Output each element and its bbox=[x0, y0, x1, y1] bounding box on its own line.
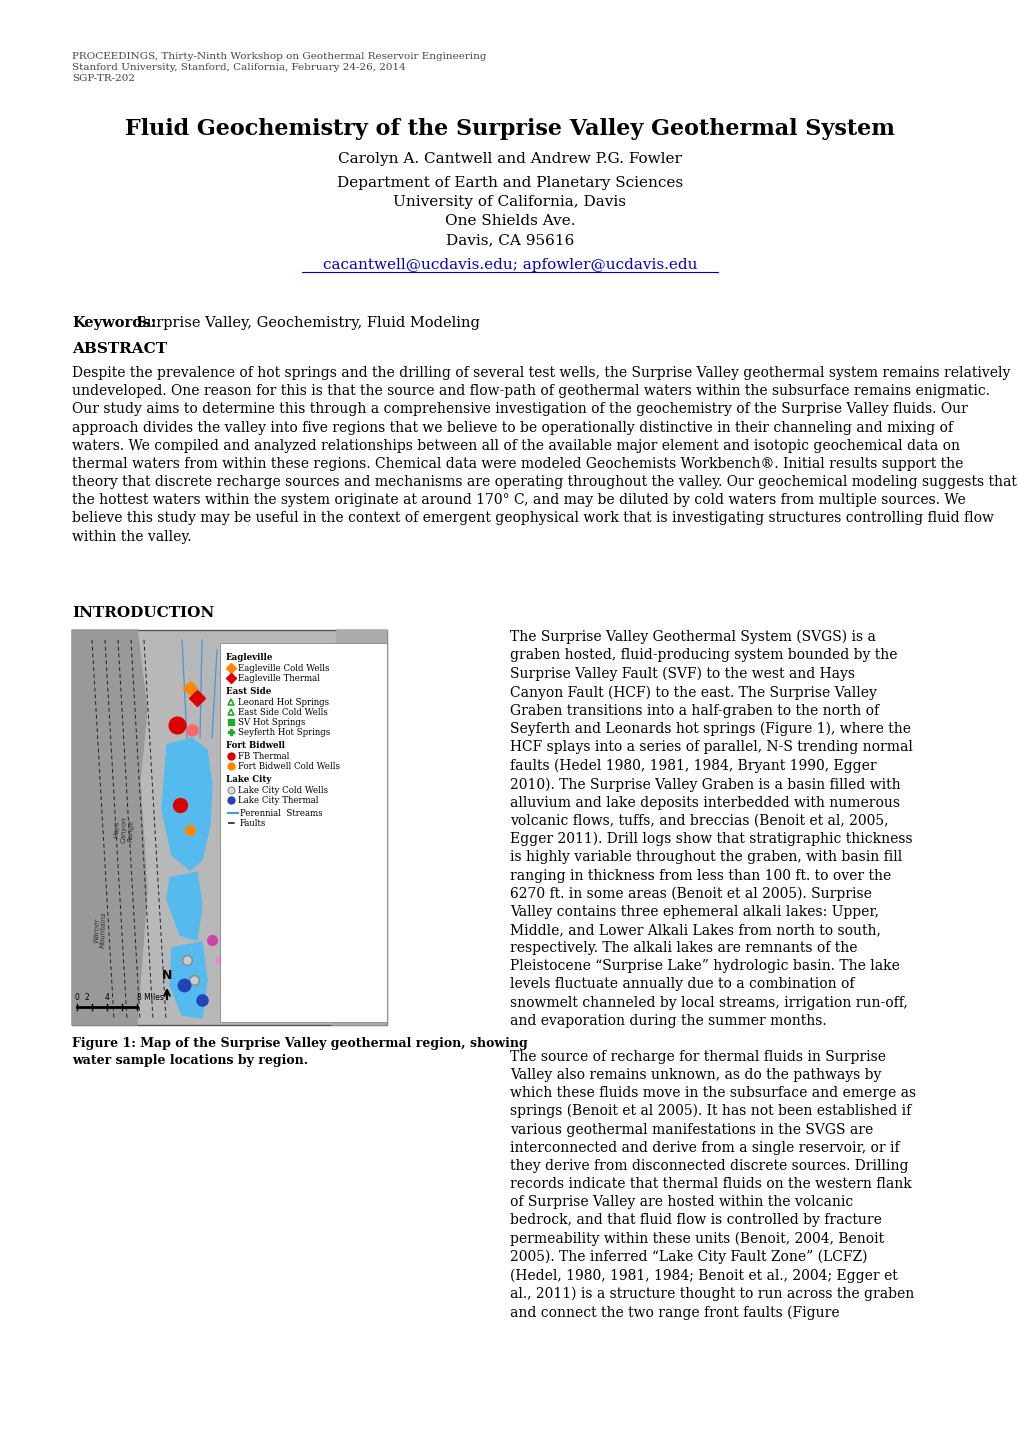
Text: East Side: East Side bbox=[226, 687, 271, 696]
Text: Faults: Faults bbox=[239, 818, 266, 829]
Text: Lake City Cold Wells: Lake City Cold Wells bbox=[237, 785, 328, 795]
Text: One Shields Ave.: One Shields Ave. bbox=[444, 215, 575, 228]
Text: Stanford University, Stanford, California, February 24-26, 2014: Stanford University, Stanford, Californi… bbox=[72, 63, 406, 72]
Polygon shape bbox=[331, 630, 386, 1025]
Text: INTRODUCTION: INTRODUCTION bbox=[72, 607, 214, 620]
Text: 4: 4 bbox=[105, 993, 109, 1001]
Text: Fort Bidwell Cold Wells: Fort Bidwell Cold Wells bbox=[237, 762, 339, 771]
Text: Eagleville Thermal: Eagleville Thermal bbox=[237, 674, 320, 683]
Text: The Surprise Valley Geothermal System (SVGS) is a
graben hosted, fluid-producing: The Surprise Valley Geothermal System (S… bbox=[510, 630, 915, 1320]
Polygon shape bbox=[167, 872, 202, 940]
Text: 0: 0 bbox=[74, 993, 79, 1001]
Text: Eagleville Cold Wells: Eagleville Cold Wells bbox=[237, 664, 329, 673]
Text: Surprise Valley, Geochemistry, Fluid Modeling: Surprise Valley, Geochemistry, Fluid Mod… bbox=[131, 316, 479, 330]
Text: Hays
Canyon
Range: Hays Canyon Range bbox=[113, 817, 135, 843]
Text: East Side Cold Wells: East Side Cold Wells bbox=[237, 708, 327, 718]
Text: N: N bbox=[162, 968, 172, 981]
Text: Fluid Geochemistry of the Surprise Valley Geothermal System: Fluid Geochemistry of the Surprise Valle… bbox=[125, 118, 894, 140]
FancyBboxPatch shape bbox=[220, 643, 386, 1022]
Text: Keywords:: Keywords: bbox=[72, 316, 156, 330]
Text: Davis, CA 95616: Davis, CA 95616 bbox=[445, 233, 574, 246]
Text: Carolyn A. Cantwell and Andrew P.G. Fowler: Carolyn A. Cantwell and Andrew P.G. Fowl… bbox=[337, 151, 682, 166]
Text: ABSTRACT: ABSTRACT bbox=[72, 342, 167, 356]
Text: 2: 2 bbox=[85, 993, 90, 1001]
Text: FB Thermal: FB Thermal bbox=[237, 752, 289, 761]
Text: Perennial  Streams: Perennial Streams bbox=[239, 808, 322, 818]
Text: PROCEEDINGS, Thirty-Ninth Workshop on Geothermal Reservoir Engineering: PROCEEDINGS, Thirty-Ninth Workshop on Ge… bbox=[72, 52, 486, 61]
Text: Fort Bidwell: Fort Bidwell bbox=[226, 741, 284, 749]
Text: Seyferth Hot Springs: Seyferth Hot Springs bbox=[237, 728, 330, 736]
Text: Eagleville: Eagleville bbox=[226, 653, 273, 661]
Text: SV Hot Springs: SV Hot Springs bbox=[237, 718, 305, 728]
Text: cacantwell@ucdavis.edu; apfowler@ucdavis.edu: cacantwell@ucdavis.edu; apfowler@ucdavis… bbox=[322, 258, 697, 272]
Text: Lake City Thermal: Lake City Thermal bbox=[237, 795, 318, 806]
Bar bbox=[72, 630, 386, 1025]
Text: SGP-TR-202: SGP-TR-202 bbox=[72, 73, 135, 84]
Text: Despite the prevalence of hot springs and the drilling of several test wells, th: Despite the prevalence of hot springs an… bbox=[72, 366, 1016, 543]
Polygon shape bbox=[170, 942, 207, 1017]
Text: Lake City: Lake City bbox=[226, 775, 271, 784]
Text: 8 Miles: 8 Miles bbox=[137, 993, 164, 1001]
Text: Department of Earth and Planetary Sciences: Department of Earth and Planetary Scienc… bbox=[336, 176, 683, 190]
Text: Leonard Hot Springs: Leonard Hot Springs bbox=[237, 697, 329, 708]
Text: Figure 1: Map of the Surprise Valley geothermal region, showing
water sample loc: Figure 1: Map of the Surprise Valley geo… bbox=[72, 1038, 527, 1066]
Text: Warner
Mountains: Warner Mountains bbox=[93, 912, 107, 948]
Polygon shape bbox=[72, 630, 147, 1025]
Polygon shape bbox=[162, 738, 212, 870]
Text: University of California, Davis: University of California, Davis bbox=[393, 195, 626, 209]
